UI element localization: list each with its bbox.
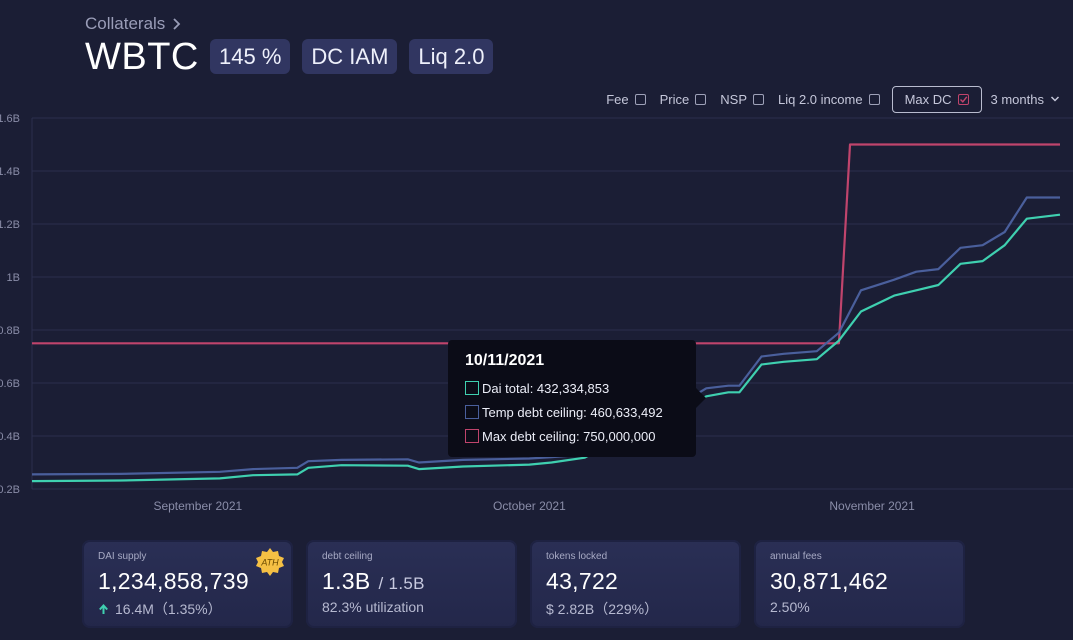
nsp-toggle[interactable]: NSP [720,92,764,107]
card-value: 1.3B / 1.5B [322,568,501,595]
card-value: 30,871,462 [770,568,889,594]
card-label: annual fees [770,551,822,562]
debt-ceiling-card[interactable]: debt ceiling 1.3B / 1.5B 82.3% utilizatio… [306,540,517,628]
series-line-temp-debt-ceiling[interactable] [31,196,1060,476]
time-range-value: 3 months [990,91,1044,107]
checkbox-icon[interactable] [868,93,880,105]
chart-controls: Fee Price NSP Liq 2.0 income Max DC 3 mo… [592,85,1060,113]
svg-text:ATH: ATH [260,558,279,568]
y-tick-label: 0.6B [0,378,20,390]
tooltip-value: Dai total: 432,334,853 [482,380,610,396]
card-value: 43,722 [546,568,619,594]
tokens-locked-card[interactable]: tokens locked 43,722 $ 2.82B（229%） [530,540,741,628]
series-line-dai-total[interactable] [31,213,1061,483]
max-dc-toggle[interactable]: Max DC [891,85,982,113]
chart-area[interactable]: 0.2B 0.4B 0.6B 0.8B 1B 1.2B 1.4B 1.6B September … [0,110,1073,530]
collateral-ratio-badge: 145 % [210,39,291,74]
annual-fees-card[interactable]: annual fees 30,871,462 2.50% [754,540,965,628]
dc-iam-badge: DC IAM [302,39,398,74]
tooltip-row-temp-debt-ceiling: Temp debt ceiling: 460,633,492 [465,400,679,424]
card-label: tokens locked [546,551,608,562]
y-tick-label: 1.6B [0,113,20,125]
y-tick-label: 1.2B [0,219,20,231]
tooltip-value: Temp debt ceiling: 460,633,492 [482,404,663,420]
badge-group: 145 % DC IAM Liq 2.0 [210,39,494,74]
y-tick-label: 1.4B [0,166,20,178]
y-tick-label: 1B [7,272,20,284]
card-label: DAI supply [98,551,147,562]
chart-tooltip: 10/11/2021 Dai total: 432,334,853 Temp d… [448,340,706,457]
legend-swatch [465,381,479,395]
stats-cards: DAI supply 1,234,858,739 16.4M（1.35%） AT… [82,540,965,628]
card-sub: 82.3% utilization [322,599,501,615]
fee-toggle[interactable]: Fee [606,91,646,107]
y-tick-label: 0.2B [0,484,20,496]
card-sub: 16.4M（1.35%） [98,599,277,619]
debt-ceiling-value: 1.3B [322,568,371,594]
legend-swatch [465,405,479,419]
y-tick-label: 0.4B [0,431,20,443]
tooltip-value: Max debt ceiling: 750,000,000 [482,428,656,444]
y-tick-label: 0.8B [0,325,20,337]
price-toggle[interactable]: Price [660,92,707,107]
liq-income-toggle[interactable]: Liq 2.0 income [778,92,880,107]
arrow-up-icon [99,603,108,614]
x-tick-label: October 2021 [493,499,566,513]
checkbox-icon[interactable] [634,93,646,105]
locked-value-text: $ 2.82B（229%） [546,601,659,617]
card-sub: $ 2.82B（229%） [546,599,725,619]
nsp-toggle-label: NSP [720,91,747,107]
supply-change: 16.4M（1.35%） [115,601,222,617]
fee-toggle-label: Fee [606,91,629,107]
card-label: debt ceiling [322,551,373,562]
x-tick-label: September 2021 [153,499,242,513]
breadcrumb[interactable]: Collaterals [85,14,181,34]
checkbox-icon[interactable] [695,93,707,105]
checkbox-icon[interactable] [753,93,764,105]
card-sub: 2.50% [770,599,949,615]
breadcrumb-collaterals[interactable]: Collaterals [85,14,166,33]
fee-rate-text: 2.50% [770,599,810,615]
time-range-select[interactable]: 3 months [991,92,1060,107]
debt-ceiling-max: / 1.5B [378,574,425,593]
legend-swatch [465,429,479,443]
tooltip-row-dai-total: Dai total: 432,334,853 [465,376,679,400]
checkbox-checked-icon[interactable] [957,93,969,105]
x-tick-label: November 2021 [829,499,915,513]
series-line-max-debt-ceiling[interactable] [32,143,1060,345]
liq-income-toggle-label: Liq 2.0 income [778,91,863,107]
card-value: 1,234,858,739 [98,568,249,594]
liquidation-badge: Liq 2.0 [409,39,494,74]
tooltip-row-max-debt-ceiling: Max debt ceiling: 750,000,000 [465,424,679,448]
chevron-down-icon [1050,96,1060,102]
price-toggle-label: Price [659,91,690,107]
page-title: WBTC [85,36,199,78]
tooltip-date: 10/11/2021 [465,352,545,369]
utilization-text: 82.3% utilization [322,599,424,615]
chevron-right-icon [173,18,181,30]
dai-supply-card[interactable]: DAI supply 1,234,858,739 16.4M（1.35%） AT… [82,540,293,628]
ath-badge-icon: ATH [256,548,284,576]
max-dc-toggle-label: Max DC [904,91,952,107]
